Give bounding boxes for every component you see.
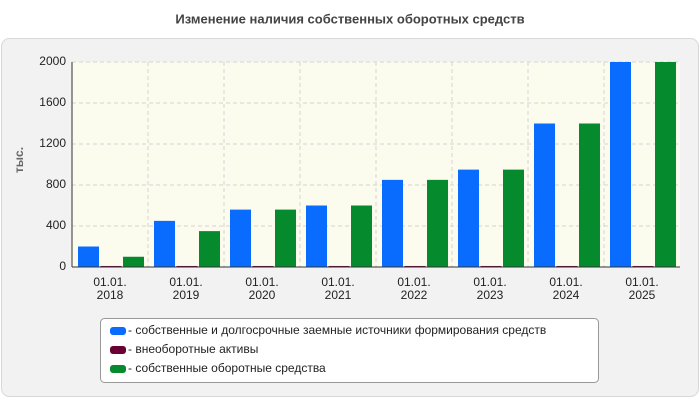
legend-label: - внеоборотные активы — [128, 342, 258, 356]
x-tick-label: 01.01. 2023 — [473, 275, 506, 302]
bar — [154, 220, 175, 267]
chart-title: Изменение наличия собственных оборотных … — [175, 11, 524, 26]
legend-label: - собственные оборотные средства — [128, 361, 326, 375]
bar — [427, 179, 448, 267]
legend — [100, 318, 599, 383]
bar — [534, 123, 555, 267]
bar — [382, 179, 403, 267]
legend-swatch — [110, 365, 126, 373]
bar — [199, 231, 220, 267]
bar — [306, 205, 327, 267]
legend-label: - собственные и долгосрочные заемные ист… — [128, 323, 546, 337]
x-tick-label: 01.01. 2022 — [397, 275, 430, 302]
bar — [78, 246, 99, 267]
x-tick-label: 01.01. 2025 — [625, 275, 658, 302]
y-tick-label: 1200 — [39, 136, 66, 150]
x-tick-label: 01.01. 2024 — [549, 275, 582, 302]
y-tick-label: 2000 — [39, 54, 66, 68]
y-tick-label: 400 — [46, 218, 66, 232]
y-tick-label: 800 — [46, 177, 66, 191]
x-tick-label: 01.01. 2021 — [321, 275, 354, 302]
y-tick-label: 1600 — [39, 95, 66, 109]
bar — [458, 169, 479, 267]
x-tick-label: 01.01. 2020 — [245, 275, 278, 302]
bar — [230, 209, 251, 267]
bar — [503, 169, 524, 267]
y-axis-label: тыс. — [12, 147, 26, 173]
legend-swatch — [110, 327, 126, 335]
bar — [610, 62, 631, 267]
x-tick-label: 01.01. 2019 — [169, 275, 202, 302]
x-tick-label: 01.01. 2018 — [93, 275, 126, 302]
y-tick-label: 0 — [59, 259, 66, 273]
legend-swatch — [110, 346, 126, 354]
bar — [275, 209, 296, 267]
bar — [579, 123, 600, 267]
bar — [123, 256, 144, 267]
bar — [351, 205, 372, 267]
bar — [655, 62, 676, 267]
